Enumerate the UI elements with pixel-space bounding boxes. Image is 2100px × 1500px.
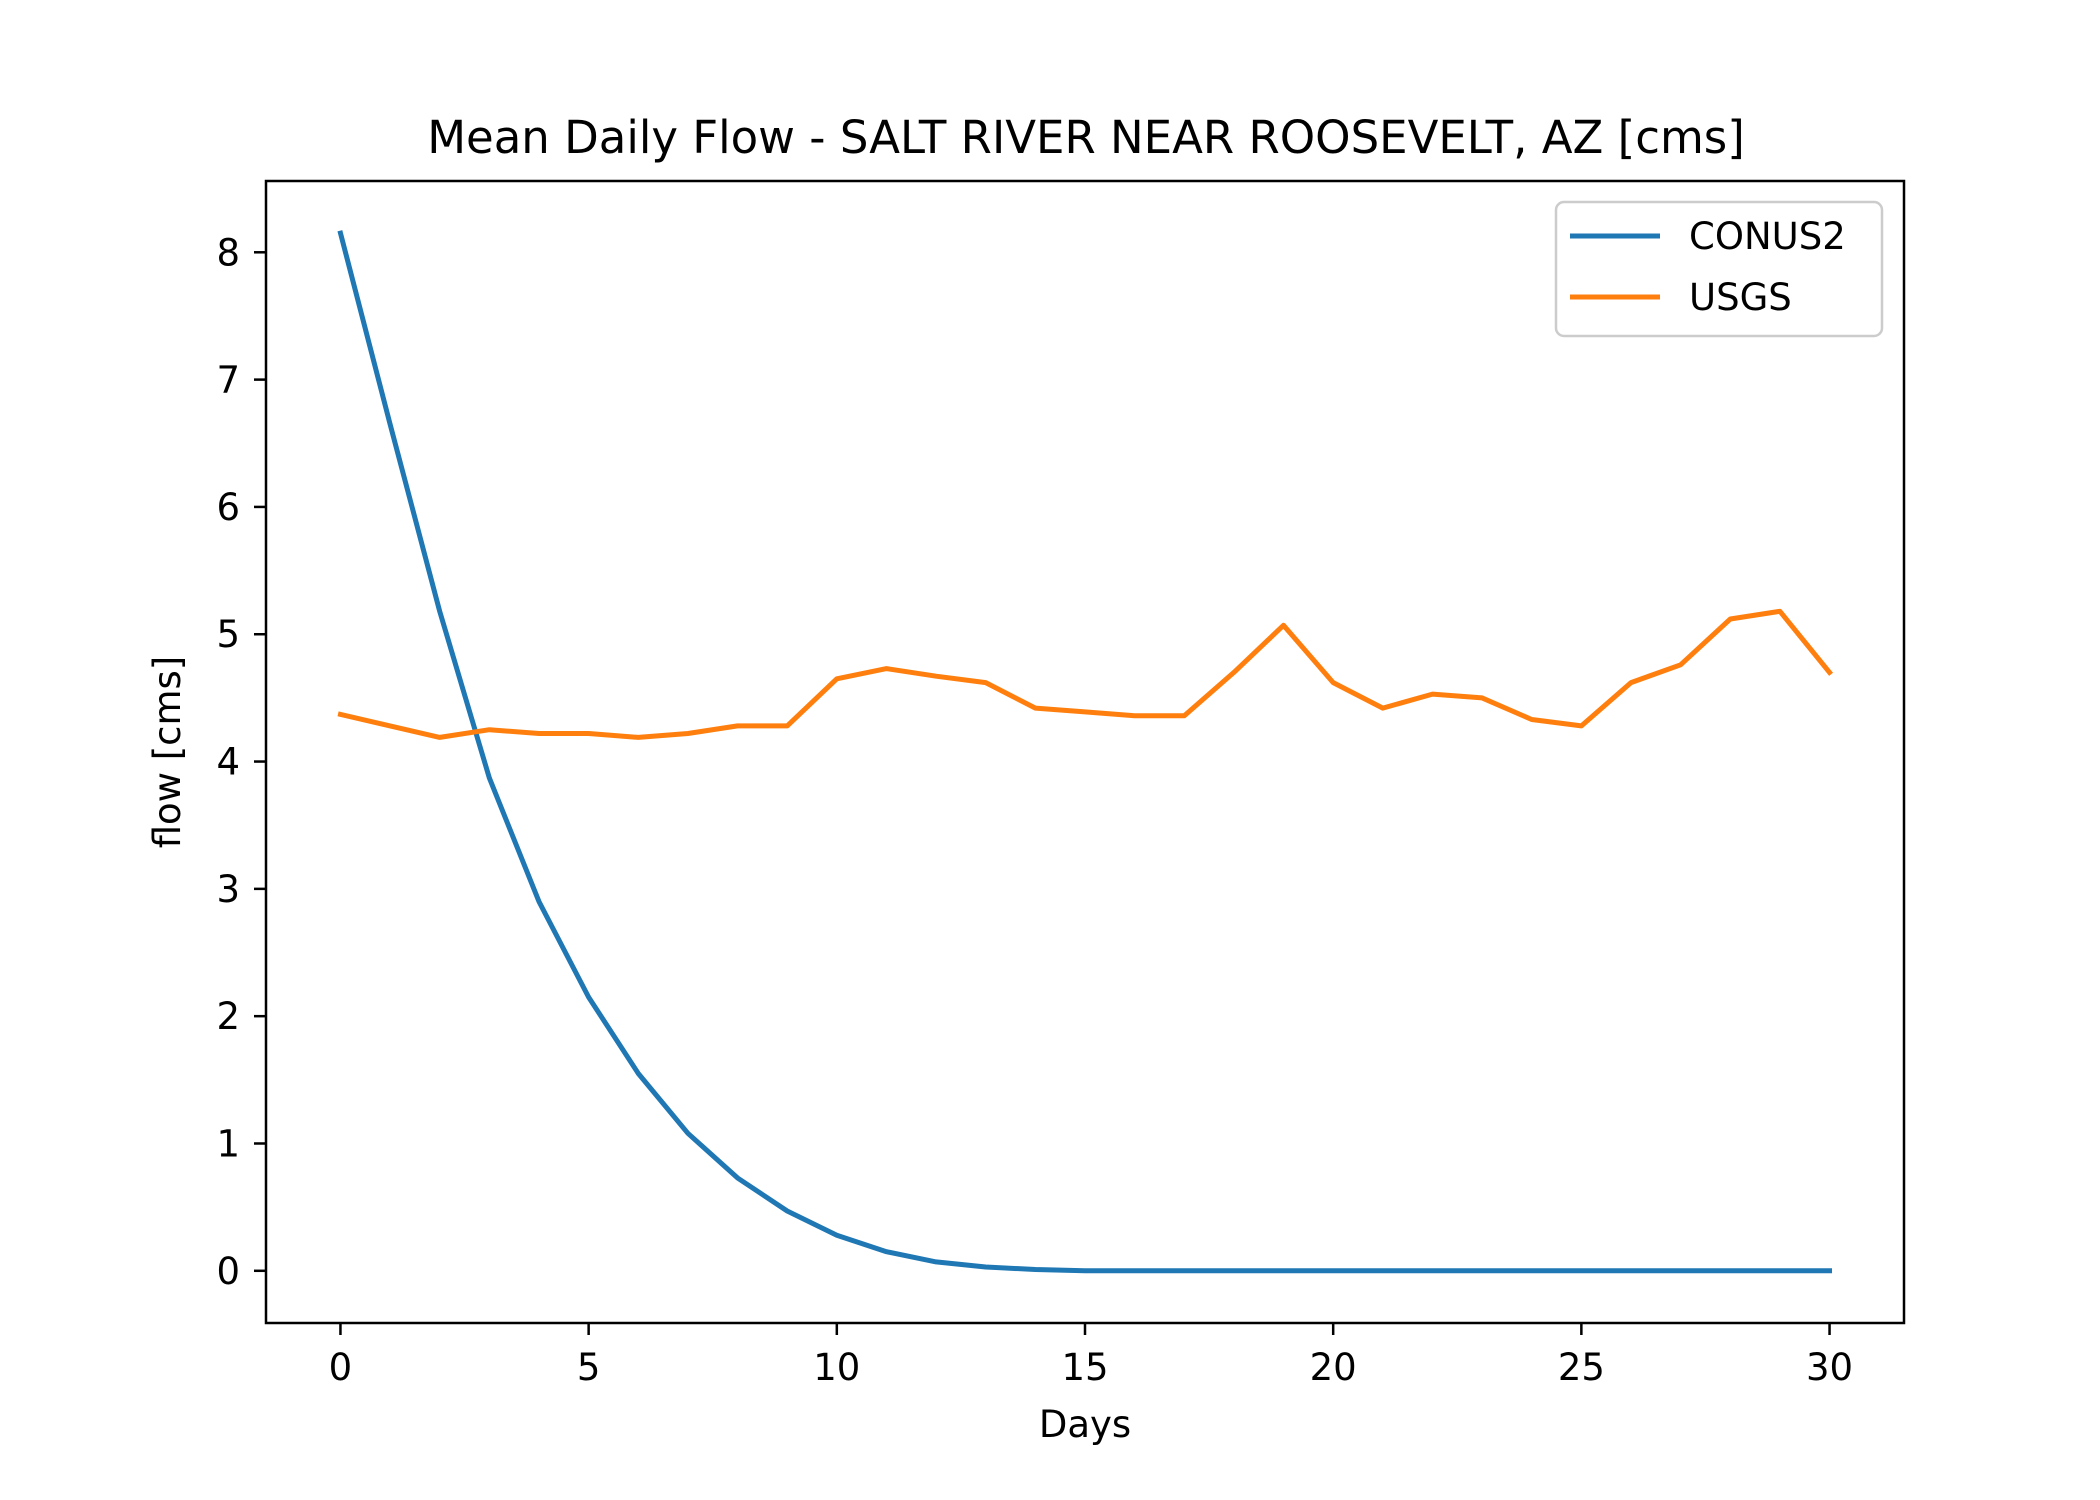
- plot-area: [337, 230, 1834, 1274]
- y-tick-label: 0: [216, 1250, 240, 1293]
- y-tick-label: 1: [216, 1122, 240, 1165]
- y-tick-label: 2: [216, 995, 240, 1038]
- y-axis: 0 1 2 3 4 5 6 7 8: [216, 231, 266, 1293]
- legend-label-conus2: CONUS2: [1689, 215, 1846, 258]
- y-tick-label: 6: [216, 486, 240, 529]
- y-tick-label: 8: [216, 231, 240, 274]
- y-tick-label: 5: [216, 613, 240, 656]
- x-axis: 0 5 10 15 20 25 30: [329, 1323, 1853, 1389]
- series-line-conus2: [337, 230, 1832, 1274]
- x-tick-label: 30: [1806, 1346, 1853, 1389]
- legend: CONUS2 USGS: [1554, 200, 1884, 338]
- x-tick-label: 5: [577, 1346, 601, 1389]
- y-tick-label: 3: [216, 868, 240, 911]
- y-axis-label: flow [cms]: [146, 656, 189, 849]
- chart-title: Mean Daily Flow - SALT RIVER NEAR ROOSEV…: [427, 111, 1745, 164]
- series-line-usgs: [337, 608, 1834, 740]
- y-tick-label: 7: [216, 359, 240, 402]
- y-tick-label: 4: [216, 741, 240, 784]
- x-tick-label: 20: [1310, 1346, 1357, 1389]
- x-axis-label: Days: [1039, 1403, 1131, 1446]
- x-tick-label: 25: [1558, 1346, 1605, 1389]
- legend-label-usgs: USGS: [1689, 276, 1792, 319]
- x-tick-label: 10: [813, 1346, 860, 1389]
- x-tick-label: 0: [329, 1346, 353, 1389]
- x-tick-label: 15: [1061, 1346, 1108, 1389]
